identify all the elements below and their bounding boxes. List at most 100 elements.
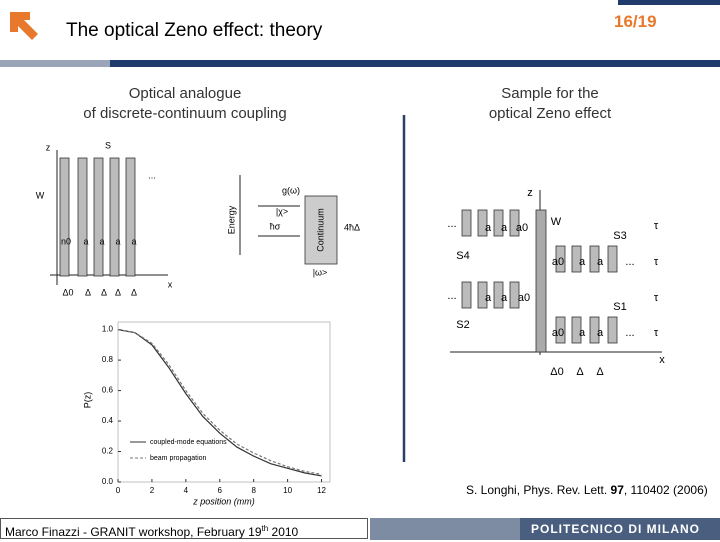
array-label: Δ0 xyxy=(62,287,73,297)
array-label: a xyxy=(83,236,88,246)
y-tick-label: 0.4 xyxy=(102,416,114,425)
diagram-block xyxy=(493,209,504,237)
x-tick-label: 12 xyxy=(317,486,326,495)
caption-line: optical Zeno effect xyxy=(488,105,612,122)
sample-label: τ xyxy=(654,292,659,304)
ref-volume: 97 xyxy=(610,483,624,497)
plot-line xyxy=(117,329,322,475)
x-tick-label: 8 xyxy=(251,486,256,495)
sample-label: a xyxy=(485,292,492,304)
sample-label: a0 xyxy=(516,222,528,234)
diagram-block xyxy=(589,245,600,273)
footer-pattern xyxy=(370,518,520,540)
diagram-block xyxy=(509,281,520,309)
legend-label: beam propagation xyxy=(150,455,207,462)
legend-label: coupled-mode equations xyxy=(150,439,227,446)
x-tick-label: 4 xyxy=(184,486,189,495)
diagram-block xyxy=(461,209,472,237)
diagram-block xyxy=(59,157,70,277)
array-label: n0 xyxy=(61,236,71,246)
level-label: 4ħΔ xyxy=(344,222,360,232)
header-bar xyxy=(0,60,720,67)
sample-label: τ xyxy=(654,256,659,268)
plot-line xyxy=(117,329,322,477)
sample-label: a xyxy=(501,292,508,304)
diagram-block xyxy=(109,157,120,277)
continuum-box xyxy=(304,195,338,265)
caption-line: of discrete-continuum coupling xyxy=(83,105,287,122)
diagram-block xyxy=(493,281,504,309)
array-label: a xyxy=(99,236,104,246)
sample-label: S4 xyxy=(456,250,469,262)
y-tick-label: 1.0 xyxy=(102,325,114,334)
left-caption: Optical analogue of discrete-continuum co… xyxy=(70,84,300,124)
diagram-block xyxy=(477,209,488,237)
array-label: W xyxy=(36,190,45,200)
sample-label: S2 xyxy=(456,319,469,331)
sample-label: a xyxy=(579,327,586,339)
array-label: S xyxy=(105,140,111,150)
level-label: Continuum xyxy=(315,208,325,252)
sample-label: S3 xyxy=(613,230,626,242)
sample-label: a xyxy=(485,222,492,234)
sample-label: a0 xyxy=(552,327,564,339)
logo-arrow xyxy=(10,12,38,40)
array-label: z xyxy=(46,142,51,152)
sample-label: Δ xyxy=(596,366,604,378)
level-label: ħσ xyxy=(270,221,281,231)
array-label: Δ xyxy=(131,287,137,297)
reference: S. Longhi, Phys. Rev. Lett. 97, 110402 (… xyxy=(466,483,708,497)
x-tick-label: 6 xyxy=(218,486,223,495)
y-tick-label: 0.2 xyxy=(102,447,114,456)
level-label: Energy xyxy=(226,205,236,234)
header-pattern xyxy=(0,60,110,67)
diagram-block xyxy=(461,281,472,309)
sample-label: S1 xyxy=(613,301,626,313)
page-number: 16/19 xyxy=(614,12,657,31)
diagram-block xyxy=(607,245,618,273)
array-label: Δ xyxy=(85,287,91,297)
footer-sup: th xyxy=(261,524,269,533)
sample-label: ... xyxy=(447,290,456,302)
ref-text: S. Longhi, Phys. Rev. Lett. xyxy=(466,483,611,497)
x-axis-label: z position (mm) xyxy=(192,496,255,506)
diagram-block xyxy=(477,281,488,309)
footer-text: 2010 xyxy=(268,525,299,539)
footer-text: Marco Finazzi - GRANIT workshop, Februar… xyxy=(5,525,262,539)
diagram-block xyxy=(555,245,566,273)
x-tick-label: 0 xyxy=(116,486,121,495)
slide-title: The optical Zeno effect: theory xyxy=(66,20,323,41)
diagram-block xyxy=(555,316,566,344)
sample-label: a0 xyxy=(552,256,564,268)
level-label: |χ> xyxy=(276,206,288,216)
diagram-block xyxy=(93,157,104,277)
right-caption: Sample for the optical Zeno effect xyxy=(450,84,650,124)
plot-frame xyxy=(117,321,331,483)
x-tick-label: 2 xyxy=(150,486,155,495)
level-label: g(ω) xyxy=(282,185,300,195)
diagram-block xyxy=(571,245,582,273)
footer-author: Marco Finazzi - GRANIT workshop, Februar… xyxy=(0,518,368,539)
y-tick-label: 0.0 xyxy=(102,477,114,486)
sample-label: W xyxy=(551,216,562,228)
sample-label: Δ xyxy=(576,366,584,378)
array-label: a xyxy=(131,236,136,246)
sample-label: a0 xyxy=(518,292,530,304)
sample-label: a xyxy=(579,256,586,268)
diagram-block xyxy=(77,157,88,277)
array-label: Δ xyxy=(115,287,121,297)
sample-label: a xyxy=(501,222,508,234)
y-axis-label: P(z) xyxy=(82,392,92,409)
sample-label: ... xyxy=(625,327,634,339)
caption-line: Sample for the xyxy=(501,85,599,102)
array-label: ... xyxy=(148,170,156,180)
sample-label: ... xyxy=(625,256,634,268)
y-tick-label: 0.6 xyxy=(102,386,114,395)
sample-label: τ xyxy=(654,220,659,232)
x-tick-label: 10 xyxy=(283,486,292,495)
diagram-block xyxy=(589,316,600,344)
footer-logo: POLITECNICO DI MILANO xyxy=(531,522,700,536)
caption-line: Optical analogue xyxy=(128,85,242,102)
